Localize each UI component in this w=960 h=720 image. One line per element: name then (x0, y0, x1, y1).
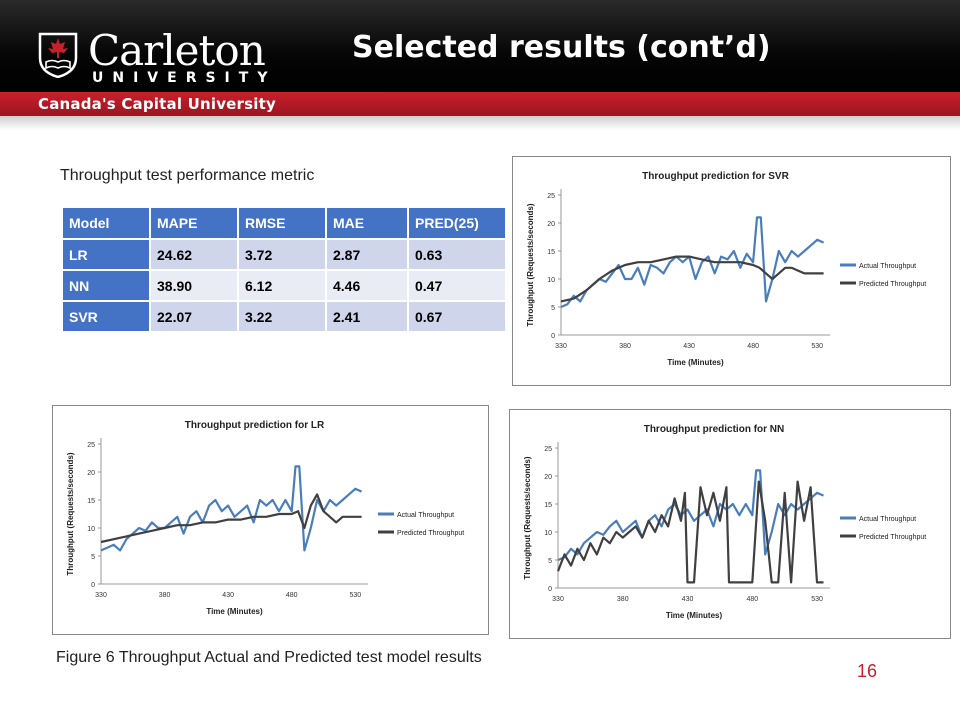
y-tick-label: 25 (87, 442, 95, 449)
chart-nn: Throughput prediction for NN 0 5 10 15 20 25 33… (509, 409, 951, 639)
y-tick-label: 5 (91, 554, 95, 561)
table-row: NN 38.90 6.12 4.46 0.47 (63, 269, 507, 301)
x-tick-label: 380 (159, 592, 171, 599)
table-cell: 0.47 (408, 269, 507, 301)
tagline: Canada's Capital University (38, 95, 276, 113)
figure-caption: Figure 6 Throughput Actual and Predicted… (56, 649, 482, 666)
chart-svg: Throughput prediction for LR 0 5 10 15 20 25 33… (66, 420, 464, 616)
table-cell: 6.12 (238, 269, 327, 301)
x-tick-label: 480 (747, 343, 759, 350)
table-cell: 2.87 (326, 238, 409, 270)
table-cell: SVR (63, 300, 151, 331)
logo-subtitle: UNIVERSITY (92, 70, 277, 86)
series-line-predicted (100, 493, 362, 544)
series-line-predicted (560, 255, 824, 303)
x-tick-label: 480 (746, 596, 758, 603)
y-axis-label: Throughput (Requests/seconds) (523, 456, 532, 579)
logo-wordmark: Carleton (88, 26, 266, 75)
column-header: MAE (326, 208, 409, 239)
x-tick-label: 530 (349, 592, 361, 599)
chart-title: Throughput prediction for LR (185, 420, 325, 431)
legend-label: Actual Throughput (859, 516, 916, 523)
series-line-actual (560, 216, 825, 309)
y-tick-label: 20 (544, 474, 552, 481)
table-cell: 0.67 (408, 300, 507, 331)
x-tick-label: 530 (811, 596, 823, 603)
table-cell: 0.63 (408, 238, 507, 270)
maple-leaf-shield-icon (38, 32, 78, 78)
y-tick-label: 20 (547, 221, 555, 228)
y-tick-label: 25 (547, 193, 555, 200)
y-tick-label: 5 (548, 558, 552, 565)
series-line-predicted (556, 480, 824, 584)
legend-label: Predicted Throughput (397, 530, 464, 537)
page-number: 16 (857, 661, 878, 681)
table-cell: LR (63, 238, 151, 270)
legend-label: Actual Throughput (397, 512, 454, 519)
table-caption: Throughput test performance metric (60, 167, 315, 184)
red-banner (0, 92, 960, 116)
x-tick-label: 330 (552, 596, 564, 603)
column-header: Model (63, 208, 151, 239)
legend-label: Predicted Throughput (859, 281, 926, 288)
y-tick-label: 20 (87, 470, 95, 477)
x-tick-label: 430 (683, 343, 695, 350)
column-header: PRED(25) (408, 208, 507, 239)
legend-label: Actual Throughput (859, 263, 916, 270)
y-tick-label: 0 (551, 333, 555, 340)
y-tick-label: 15 (544, 502, 552, 509)
chart-svg: Throughput prediction for NN 0 5 10 15 20 25 33… (523, 424, 926, 620)
y-tick-label: 10 (87, 526, 95, 533)
legend-label: Predicted Throughput (859, 534, 926, 541)
x-tick-label: 530 (811, 343, 823, 350)
x-tick-label: 380 (619, 343, 631, 350)
y-tick-label: 15 (87, 498, 95, 505)
table-cell: 22.07 (150, 300, 239, 331)
y-tick-label: 10 (544, 530, 552, 537)
column-header: MAPE (150, 208, 239, 239)
page-title: Selected results (cont’d) (352, 30, 771, 65)
chart-title: Throughput prediction for NN (644, 424, 785, 435)
table-row: SVR 22.07 3.22 2.41 0.67 (63, 300, 507, 331)
y-axis-label: Throughput (Requests/seconds) (66, 452, 75, 575)
x-tick-label: 430 (682, 596, 694, 603)
table-cell: 3.72 (238, 238, 327, 270)
metrics-table: Model MAPE RMSE MAE PRED(25) LR 24.62 3.… (63, 208, 507, 331)
y-axis-label: Throughput (Requests/seconds) (526, 203, 535, 326)
series-line-actual (100, 465, 363, 552)
x-tick-label: 330 (95, 592, 107, 599)
table-header-row: Model MAPE RMSE MAE PRED(25) (63, 208, 507, 239)
x-axis-label: Time (Minutes) (667, 358, 724, 367)
chart-svg: Throughput prediction for SVR 0 5 10 15 20 25 3… (526, 171, 926, 367)
y-tick-label: 0 (548, 586, 552, 593)
table-cell: 38.90 (150, 269, 239, 301)
table-cell: 24.62 (150, 238, 239, 270)
x-tick-label: 380 (617, 596, 629, 603)
y-tick-label: 15 (547, 249, 555, 256)
table-cell: NN (63, 269, 151, 301)
x-tick-label: 480 (286, 592, 298, 599)
y-tick-label: 5 (551, 305, 555, 312)
chart-svr: Throughput prediction for SVR 0 5 10 15 20 25 3… (512, 156, 951, 386)
series-line-actual (557, 469, 824, 562)
y-tick-label: 0 (91, 582, 95, 589)
y-tick-label: 10 (547, 277, 555, 284)
banner-shadow (0, 116, 960, 130)
y-tick-label: 25 (544, 446, 552, 453)
chart-lr: Throughput prediction for LR 0 5 10 15 20 25 33… (52, 405, 489, 635)
table-cell: 4.46 (326, 269, 409, 301)
x-axis-label: Time (Minutes) (666, 611, 723, 620)
x-tick-label: 430 (222, 592, 234, 599)
table-row: LR 24.62 3.72 2.87 0.63 (63, 238, 507, 270)
x-axis-label: Time (Minutes) (206, 607, 263, 616)
table-cell: 2.41 (326, 300, 409, 331)
column-header: RMSE (238, 208, 327, 239)
x-tick-label: 330 (555, 343, 567, 350)
header-bar (0, 0, 960, 92)
chart-title: Throughput prediction for SVR (642, 171, 789, 182)
table-cell: 3.22 (238, 300, 327, 331)
